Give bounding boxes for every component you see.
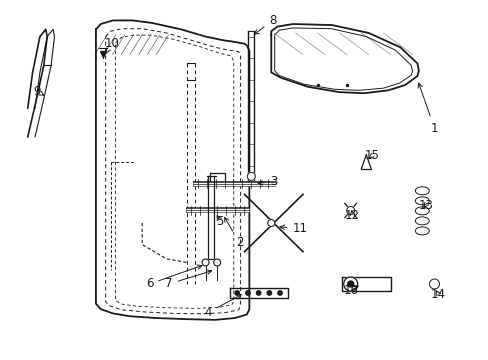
Circle shape — [347, 281, 353, 287]
Text: 4: 4 — [204, 295, 241, 319]
Text: 15: 15 — [364, 149, 379, 162]
Text: 9: 9 — [33, 85, 44, 98]
Circle shape — [266, 291, 271, 295]
Circle shape — [428, 279, 439, 289]
Circle shape — [235, 291, 239, 295]
Circle shape — [256, 291, 260, 295]
Ellipse shape — [414, 187, 428, 195]
Ellipse shape — [414, 217, 428, 225]
Circle shape — [247, 172, 255, 180]
Circle shape — [202, 259, 208, 266]
Text: 10: 10 — [104, 36, 119, 53]
Ellipse shape — [414, 197, 428, 205]
Ellipse shape — [414, 207, 428, 215]
Text: 8: 8 — [254, 14, 276, 34]
Text: 5: 5 — [216, 215, 224, 228]
Text: 16: 16 — [344, 284, 358, 297]
Text: 11: 11 — [280, 222, 307, 235]
Circle shape — [277, 291, 282, 295]
Text: 7: 7 — [165, 270, 211, 291]
Text: 14: 14 — [430, 288, 445, 301]
Text: 1: 1 — [417, 83, 437, 135]
Circle shape — [267, 220, 274, 226]
Circle shape — [245, 291, 249, 295]
Text: 6: 6 — [145, 265, 202, 291]
Text: 12: 12 — [345, 209, 359, 222]
Text: 13: 13 — [417, 199, 432, 212]
Circle shape — [213, 259, 220, 266]
Circle shape — [346, 207, 354, 215]
Text: 2: 2 — [224, 217, 243, 249]
Circle shape — [343, 277, 357, 291]
Ellipse shape — [414, 227, 428, 235]
Text: 3: 3 — [258, 175, 277, 188]
